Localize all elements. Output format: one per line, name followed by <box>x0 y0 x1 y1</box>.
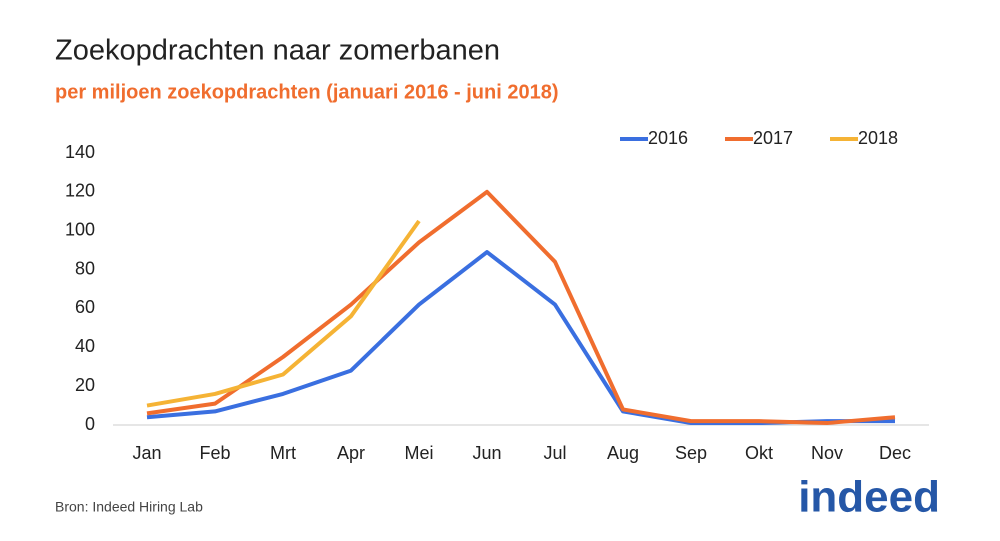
x-tick-label: Mrt <box>270 443 296 463</box>
line-series <box>146 250 895 426</box>
legend-label: 2016 <box>648 128 688 148</box>
chart-subtitle: per miljoen zoekopdrachten (januari 2016… <box>55 81 558 103</box>
y-tick-label: 80 <box>75 258 95 278</box>
line-series <box>146 219 421 408</box>
x-tick-label: Okt <box>745 443 773 463</box>
source: Bron: Indeed Hiring Lab <box>55 499 203 515</box>
y-tick-label: 140 <box>65 142 95 162</box>
chart-title: Zoekopdrachten naar zomerbanen <box>55 35 500 67</box>
x-tick-label: Nov <box>811 443 843 463</box>
legend-label: 2018 <box>858 128 898 148</box>
y-tick-label: 40 <box>75 336 95 356</box>
x-tick-label: Aug <box>607 443 639 463</box>
y-tick-label: 0 <box>85 414 95 434</box>
x-tick-label: Mei <box>404 443 433 463</box>
x-tick-label: Dec <box>879 443 911 463</box>
x-tick-label: Jul <box>543 443 566 463</box>
y-tick-label: 120 <box>65 181 95 201</box>
x-tick-label: Jun <box>472 443 501 463</box>
line-series <box>146 189 896 426</box>
logo: indeed <box>798 473 940 522</box>
x-tick-label: Apr <box>337 443 365 463</box>
x-tick-label: Sep <box>675 443 707 463</box>
x-tick-label: Jan <box>132 443 161 463</box>
y-tick-label: 60 <box>75 297 95 317</box>
legend-label: 2017 <box>753 128 793 148</box>
y-tick-label: 20 <box>75 375 95 395</box>
x-tick-label: Feb <box>199 443 230 463</box>
y-tick-label: 100 <box>65 219 95 239</box>
